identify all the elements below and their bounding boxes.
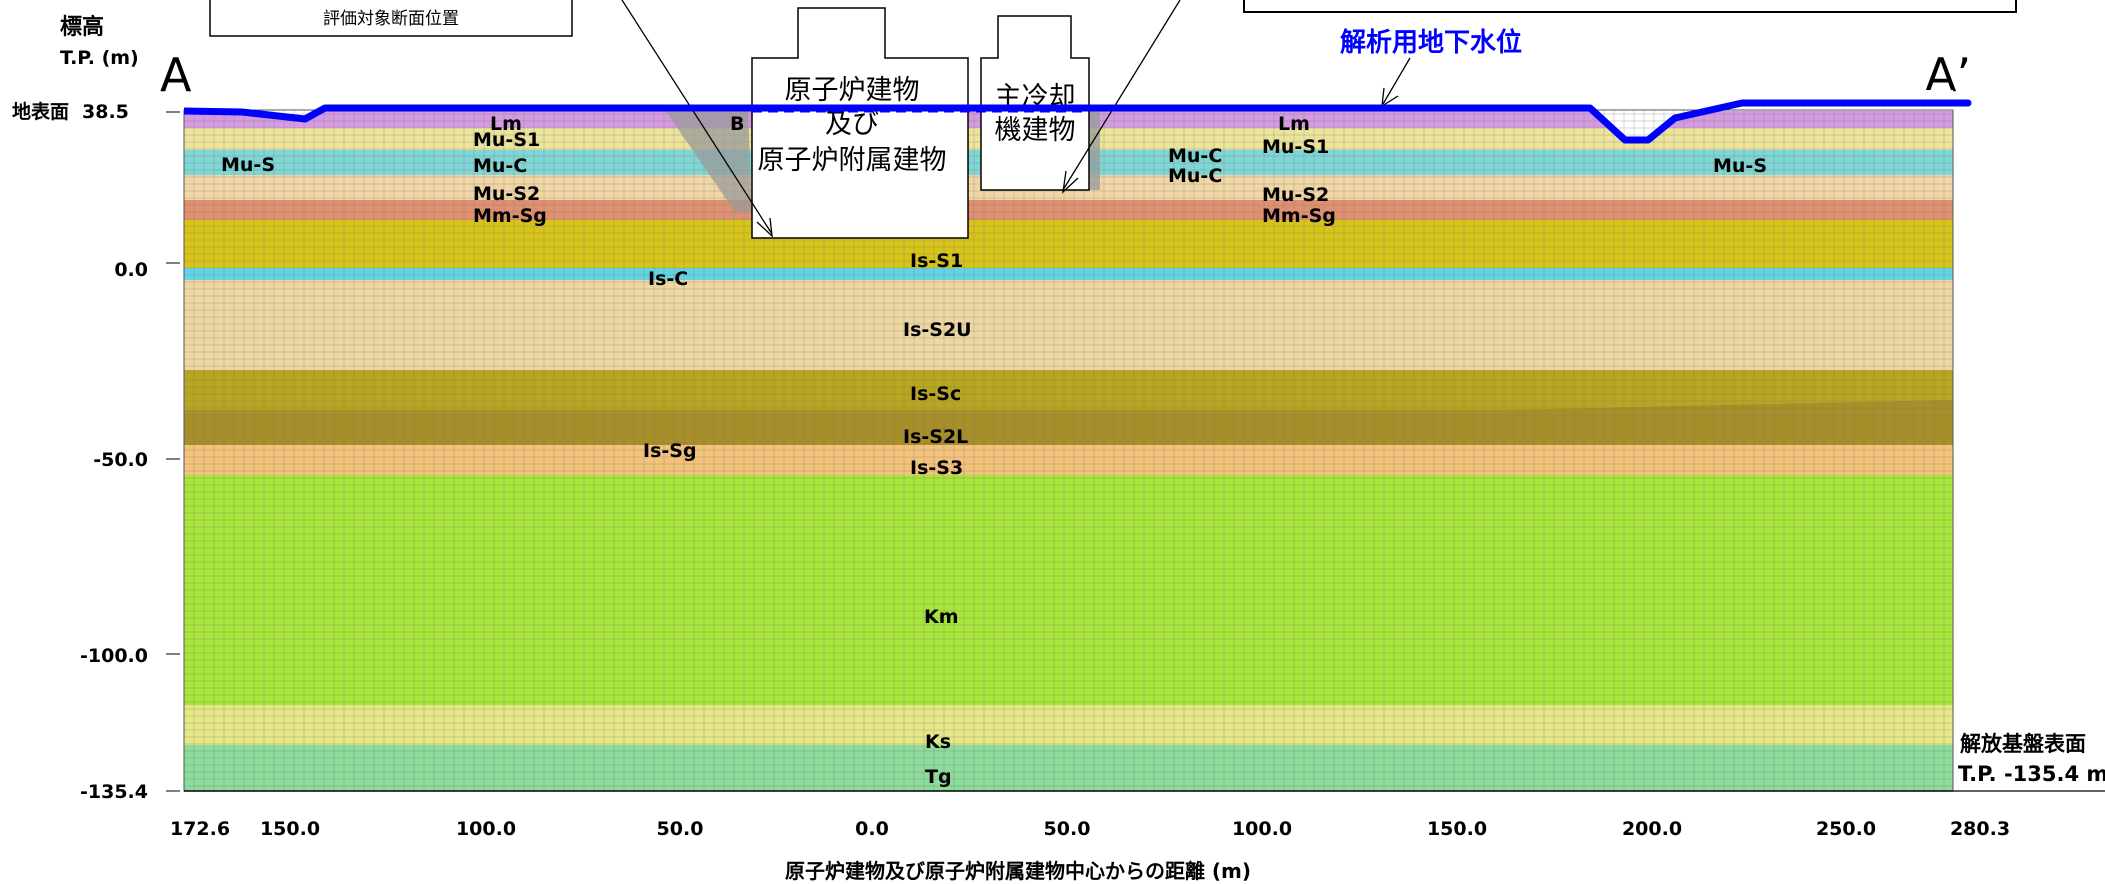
backfill-zone-right xyxy=(1087,106,1100,190)
label-muc-right1: Mu-C xyxy=(1168,145,1222,167)
soil-layers xyxy=(184,90,1953,791)
reactor-building: 原子炉建物 及び 原子炉附属建物 xyxy=(751,7,969,239)
groundwater-line xyxy=(183,99,1972,144)
backfill-zone-left xyxy=(665,110,752,212)
water-leader xyxy=(1382,57,1411,105)
callout-box-left xyxy=(209,0,573,37)
ground-surface-label: 地表面 xyxy=(12,100,69,123)
layer-issc xyxy=(184,370,1953,410)
fem-mesh-grid xyxy=(183,109,1954,792)
reactor-building-line2: 及び xyxy=(825,109,879,140)
label-mus-left: Mu-S xyxy=(221,154,275,176)
y-tick-minus100: -100.0 xyxy=(80,645,148,667)
b-label: B xyxy=(730,113,744,135)
reactor-building-line3: 原子炉附属建物 xyxy=(758,145,947,176)
label-mus-right: Mu-S xyxy=(1713,155,1767,177)
callout-leader-right xyxy=(1062,0,1181,191)
y-axis: 0.0 -50.0 -100.0 -135.4 xyxy=(80,259,180,803)
label-mus1-left: Mu-S1 xyxy=(473,129,540,151)
x-tick-100-right: 100.0 xyxy=(1232,818,1292,840)
layer-mmsg xyxy=(184,200,1953,220)
label-muc-left: Mu-C xyxy=(473,155,527,177)
layer-tg xyxy=(184,745,1953,791)
arrow-head-water xyxy=(1381,87,1399,108)
label-isc: Is-C xyxy=(648,268,688,290)
callout-box-right xyxy=(1243,0,2017,13)
layer-iss3 xyxy=(184,445,1953,475)
section-start-label: A xyxy=(160,48,192,102)
x-tick-172-6: 172.6 xyxy=(170,818,230,840)
y-tick-minus135: -135.4 xyxy=(80,781,148,803)
cooling-building-line2: 機建物 xyxy=(995,115,1076,146)
label-issc: Is-Sc xyxy=(910,383,961,405)
label-mmsg-left: Mm-Sg xyxy=(473,205,547,227)
bedrock-label-line2: T.P. -135.4 m xyxy=(1958,762,2105,786)
label-muc-right2: Mu-C xyxy=(1168,165,1222,187)
label-lm-right: Lm xyxy=(1278,113,1310,135)
label-mus2-right: Mu-S2 xyxy=(1262,184,1329,206)
label-tg: Tg xyxy=(925,766,952,788)
label-mus2-left: Mu-S2 xyxy=(473,183,540,205)
elevation-unit: T.P. (m) xyxy=(60,47,139,69)
arrow-head-left xyxy=(756,217,773,238)
layer-iss2u xyxy=(184,280,1953,370)
x-tick-100: 100.0 xyxy=(456,818,516,840)
layer-iss2l-right xyxy=(1500,400,1953,445)
x-tick-0: 0.0 xyxy=(855,818,889,840)
x-tick-50-left: 50.0 xyxy=(657,818,704,840)
label-issg: Is-Sg xyxy=(643,440,697,462)
x-axis: 172.6 150.0 100.0 50.0 0.0 50.0 100.0 15… xyxy=(170,790,2010,883)
x-tick-150-right: 150.0 xyxy=(1427,818,1487,840)
groundwater-label: 解析用地下水位 xyxy=(1340,27,1522,58)
y-tick-0: 0.0 xyxy=(114,259,148,281)
layer-isc xyxy=(184,268,1953,280)
label-iss3: Is-S3 xyxy=(910,457,963,479)
x-axis-title: 原子炉建物及び原子炉附属建物中心からの距離 (m) xyxy=(785,859,1251,883)
x-tick-50-right: 50.0 xyxy=(1044,818,1091,840)
layer-labels: Lm Mu-S1 Mu-S Mu-C Mu-S2 Mm-Sg Mu-C Mu-C… xyxy=(221,113,1767,788)
label-km: Km xyxy=(924,606,959,628)
x-tick-250: 250.0 xyxy=(1816,818,1876,840)
x-tick-200: 200.0 xyxy=(1622,818,1682,840)
callout-left-text: 評価対象断面位置 xyxy=(323,9,459,29)
reactor-building-line1: 原子炉建物 xyxy=(785,75,920,106)
x-tick-280-3: 280.3 xyxy=(1950,818,2010,840)
label-ks: Ks xyxy=(925,731,951,753)
layer-iss1 xyxy=(184,220,1953,268)
elevation-label: 標高 xyxy=(60,14,104,40)
cooling-building: 主冷却 機建物 xyxy=(980,15,1090,191)
label-lm-left: Lm xyxy=(490,113,522,135)
callout-leader-left xyxy=(621,0,773,235)
label-mmsg-right: Mm-Sg xyxy=(1262,205,1336,227)
surface-cutout-left xyxy=(184,95,325,119)
y-tick-minus50: -50.0 xyxy=(93,449,148,471)
label-iss1: Is-S1 xyxy=(910,250,963,272)
arrow-head-right xyxy=(1062,170,1079,194)
x-tick-150: 150.0 xyxy=(260,818,320,840)
label-iss2l: Is-S2L xyxy=(903,426,968,448)
bedrock-label-line1: 解放基盤表面 xyxy=(1960,732,2086,756)
label-iss2u: Is-S2U xyxy=(903,319,972,341)
layer-ks-wedge xyxy=(184,705,1953,745)
label-mus1-right: Mu-S1 xyxy=(1262,136,1329,158)
ground-surface-value: 38.5 xyxy=(82,101,129,123)
